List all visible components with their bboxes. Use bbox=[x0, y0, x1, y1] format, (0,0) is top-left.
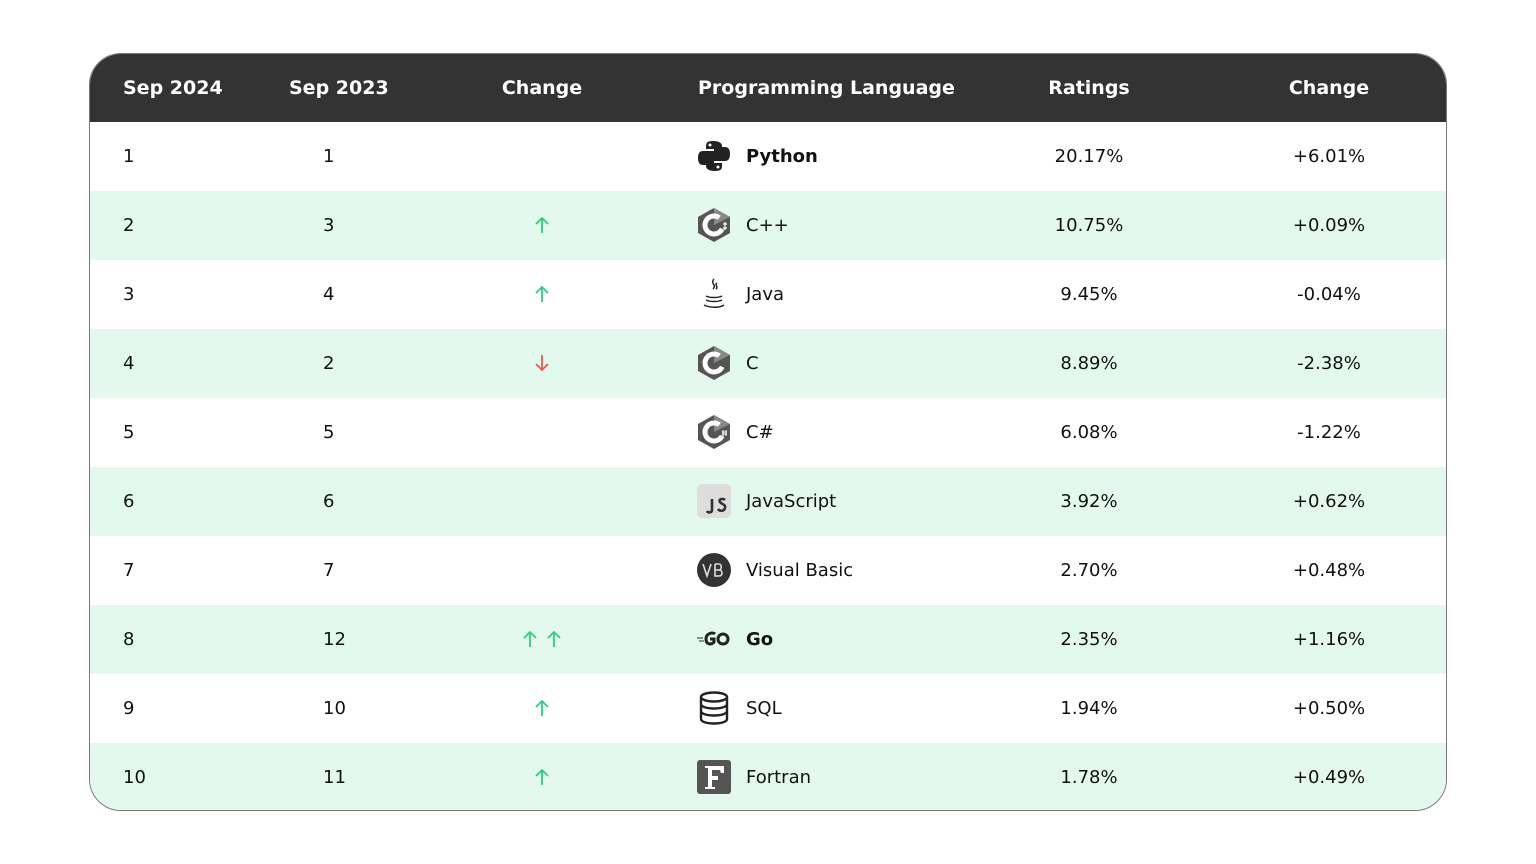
language-icon bbox=[696, 483, 732, 519]
table-row: 1 1 Python 20.17% +6.01% bbox=[90, 122, 1446, 191]
language-icon bbox=[696, 759, 732, 795]
table-cell: 10 bbox=[323, 698, 346, 719]
table-cell: C++ bbox=[746, 215, 789, 236]
table-cell: C bbox=[746, 353, 759, 374]
table-row: 4 2 C 8.89% -2.38% bbox=[90, 329, 1446, 398]
table-cell: 9 bbox=[123, 698, 135, 719]
language-icon bbox=[696, 345, 732, 381]
arrow-up bbox=[546, 630, 562, 648]
header-cell: Sep 2023 bbox=[289, 77, 389, 99]
table-cell: 1.94% bbox=[1060, 698, 1118, 719]
table-cell: Go bbox=[746, 629, 774, 650]
table-cell: 1 bbox=[123, 146, 135, 167]
table-row: 2 3 C++ 10.75% +0.09% bbox=[90, 191, 1446, 260]
table-cell: 20.17% bbox=[1054, 146, 1124, 167]
table-cell: 11 bbox=[323, 767, 346, 788]
table-cell: +0.48% bbox=[1292, 560, 1366, 581]
table-cell: Visual Basic bbox=[746, 560, 854, 581]
table-cell: Java bbox=[746, 284, 785, 305]
table-cell: 2.70% bbox=[1060, 560, 1118, 581]
table-cell: 3 bbox=[123, 284, 135, 305]
table-cell: 6 bbox=[123, 491, 135, 512]
header-cell: Ratings bbox=[1048, 77, 1130, 99]
table-cell: 5 bbox=[323, 422, 335, 443]
table-cell: -1.22% bbox=[1297, 422, 1361, 443]
arrow-up bbox=[534, 285, 550, 303]
table-row: 10 11 Fortran 1.78% +0.49% bbox=[90, 743, 1446, 810]
table-cell: 4 bbox=[123, 353, 135, 374]
table-cell: 8 bbox=[123, 629, 135, 650]
table-cell: 1.78% bbox=[1060, 767, 1118, 788]
table-cell: JavaScript bbox=[746, 491, 837, 512]
table-cell: 3 bbox=[323, 215, 335, 236]
table-cell: 10.75% bbox=[1054, 215, 1124, 236]
language-icon bbox=[696, 690, 732, 726]
table-cell: 2 bbox=[323, 353, 335, 374]
language-icon bbox=[696, 621, 732, 657]
table-cell: 9.45% bbox=[1060, 284, 1118, 305]
table-row: 7 7 Visual Basic 2.70% +0.48% bbox=[90, 536, 1446, 605]
table-cell: Python bbox=[746, 146, 818, 167]
language-icon bbox=[696, 207, 732, 243]
table-cell: +1.16% bbox=[1292, 629, 1366, 650]
table-cell: 7 bbox=[123, 560, 135, 581]
header-cell: Change bbox=[1288, 77, 1370, 99]
arrow-up bbox=[534, 216, 550, 234]
language-icon bbox=[696, 414, 732, 450]
language-icon bbox=[696, 552, 732, 588]
table-cell: 1 bbox=[323, 146, 335, 167]
table-row: 8 12 Go 2.35% +1.16% bbox=[90, 605, 1446, 674]
arrow-down bbox=[534, 354, 550, 372]
table-cell: 5 bbox=[123, 422, 135, 443]
arrow-up bbox=[522, 630, 538, 648]
table-cell: -0.04% bbox=[1297, 284, 1361, 305]
table-cell: 6.08% bbox=[1060, 422, 1118, 443]
table-cell: 3.92% bbox=[1060, 491, 1118, 512]
table-row: 9 10 SQL 1.94% +0.50% bbox=[90, 674, 1446, 743]
table-cell: 12 bbox=[323, 629, 346, 650]
table-cell: 7 bbox=[323, 560, 335, 581]
table-cell: +0.09% bbox=[1292, 215, 1366, 236]
table-row: 6 6 JavaScript 3.92% +0.62% bbox=[90, 467, 1446, 536]
arrow-up bbox=[534, 699, 550, 717]
header-row: Sep 2024 Sep 2023 Change Programming Lan… bbox=[90, 54, 1446, 122]
table-cell: +0.49% bbox=[1292, 767, 1366, 788]
table-cell: 8.89% bbox=[1060, 353, 1118, 374]
header-cell: Change bbox=[501, 77, 583, 99]
table-cell: 2 bbox=[123, 215, 135, 236]
header-cell: Sep 2024 bbox=[123, 77, 223, 99]
table-cell: 6 bbox=[323, 491, 335, 512]
table-cell: SQL bbox=[746, 698, 782, 719]
table: Sep 2024 Sep 2023 Change Programming Lan… bbox=[89, 53, 1447, 811]
table-cell: 10 bbox=[123, 767, 146, 788]
table-cell: +0.50% bbox=[1292, 698, 1366, 719]
language-icon bbox=[696, 276, 732, 312]
language-icon bbox=[696, 138, 732, 174]
table-cell: 4 bbox=[323, 284, 335, 305]
table-cell: 2.35% bbox=[1060, 629, 1118, 650]
table-cell: C# bbox=[746, 422, 774, 443]
table-row: 3 4 Java 9.45% -0.04% bbox=[90, 260, 1446, 329]
table-row: 5 5 C# 6.08% -1.22% bbox=[90, 398, 1446, 467]
arrow-up bbox=[534, 768, 550, 786]
header-cell: Programming Language bbox=[698, 77, 955, 99]
table-cell: +6.01% bbox=[1292, 146, 1366, 167]
table-cell: -2.38% bbox=[1297, 353, 1361, 374]
table-cell: Fortran bbox=[746, 767, 812, 788]
table-cell: +0.62% bbox=[1292, 491, 1366, 512]
